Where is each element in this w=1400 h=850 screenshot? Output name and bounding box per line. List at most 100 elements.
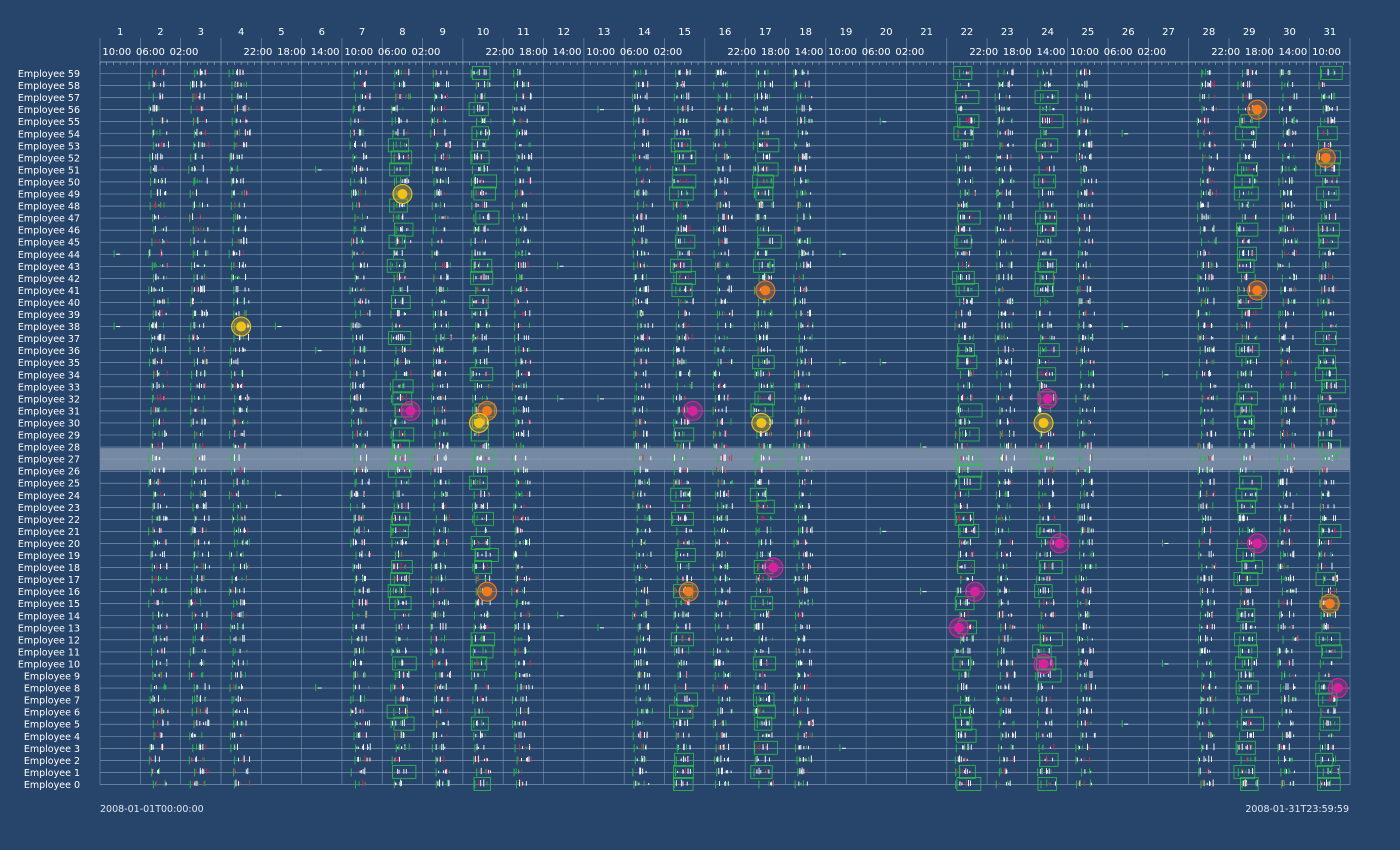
time-tick-label: 06:00 [1104, 47, 1133, 58]
day-label: 11 [517, 27, 530, 38]
day-label: 10 [477, 27, 490, 38]
employee-label: Employee 48 [18, 202, 80, 213]
time-tick-label: 14:00 [553, 47, 582, 58]
employee-label: Employee 43 [18, 262, 80, 273]
employee-label: Employee 6 [24, 708, 80, 719]
day-label: 25 [1082, 27, 1095, 38]
time-tick-label: 10:00 [102, 47, 131, 58]
time-tick-label: 14:00 [1037, 47, 1066, 58]
time-tick-label: 22:00 [485, 47, 514, 58]
employee-label: Employee 19 [18, 551, 80, 562]
employee-label: Employee 41 [18, 286, 80, 297]
employee-label: Employee 16 [18, 587, 80, 598]
time-tick-label: 22:00 [1211, 47, 1240, 58]
employee-label: Employee 53 [18, 141, 80, 152]
time-tick-label: 02:00 [170, 47, 199, 58]
employee-label: Employee 54 [18, 129, 80, 140]
employee-label: Employee 47 [18, 214, 80, 225]
employee-label: Employee 21 [18, 527, 80, 538]
employee-label: Employee 12 [18, 635, 80, 646]
employee-label: Employee 13 [18, 623, 80, 634]
day-label: 13 [598, 27, 611, 38]
employee-label: Employee 55 [18, 117, 80, 128]
employee-label: Employee 22 [18, 515, 80, 526]
time-tick-label: 06:00 [378, 47, 407, 58]
employee-label: Employee 50 [18, 177, 80, 188]
employee-label: Employee 25 [18, 479, 80, 490]
activity-layer [113, 68, 1339, 789]
time-tick-label: 02:00 [412, 47, 441, 58]
day-label: 21 [920, 27, 933, 38]
day-label: 16 [719, 27, 732, 38]
time-tick-label: 06:00 [862, 47, 891, 58]
day-label: 31 [1323, 27, 1336, 38]
time-tick-label: 18:00 [761, 47, 790, 58]
employee-label: Employee 7 [24, 696, 80, 707]
day-label: 1 [117, 27, 123, 38]
employee-label: Employee 27 [18, 455, 80, 466]
employee-label: Employee 36 [18, 346, 80, 357]
employee-label: Employee 51 [18, 165, 80, 176]
time-tick-label: 14:00 [1278, 47, 1307, 58]
employee-label: Employee 18 [18, 563, 80, 574]
employee-label: Employee 31 [18, 406, 80, 417]
employee-label: Employee 39 [18, 310, 80, 321]
employee-label: Employee 28 [18, 443, 80, 454]
employee-label: Employee 8 [24, 684, 80, 695]
time-tick-label: 22:00 [244, 47, 273, 58]
employee-label: Employee 9 [24, 672, 80, 683]
employee-label: Employee 32 [18, 394, 80, 405]
time-tick-label: 18:00 [519, 47, 548, 58]
employee-label: Employee 26 [18, 467, 80, 478]
employee-label: Employee 42 [18, 274, 80, 285]
time-tick-label: 10:00 [586, 47, 615, 58]
employee-label: Employee 33 [18, 382, 80, 393]
time-tick-label: 18:00 [277, 47, 306, 58]
day-label: 19 [840, 27, 853, 38]
employee-label: Employee 23 [18, 503, 80, 514]
day-label: 18 [799, 27, 812, 38]
day-label: 26 [1122, 27, 1135, 38]
day-label: 15 [678, 27, 691, 38]
employee-label: Employee 24 [18, 491, 80, 502]
time-tick-label: 10:00 [1312, 47, 1341, 58]
day-label: 29 [1243, 27, 1256, 38]
employee-label: Employee 10 [18, 659, 80, 670]
day-label: 24 [1041, 27, 1054, 38]
employee-label: Employee 35 [18, 358, 80, 369]
employee-label: Employee 40 [18, 298, 80, 309]
day-label: 6 [319, 27, 325, 38]
employee-label: Employee 46 [18, 226, 80, 237]
employee-label: Employee 29 [18, 431, 80, 442]
time-tick-label: 06:00 [136, 47, 165, 58]
employee-label: Employee 37 [18, 334, 80, 345]
time-tick-label: 10:00 [828, 47, 857, 58]
employee-label: Employee 58 [18, 81, 80, 92]
time-tick-label: 22:00 [969, 47, 998, 58]
time-tick-label: 14:00 [311, 47, 340, 58]
time-tick-label: 14:00 [795, 47, 824, 58]
employee-label: Employee 11 [18, 647, 80, 658]
employee-label: Employee 17 [18, 575, 80, 586]
time-tick-label: 02:00 [1137, 47, 1166, 58]
employee-label: Employee 34 [18, 370, 80, 381]
employee-label: Employee 45 [18, 238, 80, 249]
employee-label: Employee 56 [18, 105, 80, 116]
employee-label: Employee 44 [18, 250, 80, 261]
employee-label: Employee 38 [18, 322, 80, 333]
time-tick-label: 18:00 [1245, 47, 1274, 58]
employee-label: Employee 1 [24, 768, 80, 779]
employee-label: Employee 2 [24, 756, 80, 767]
day-label: 8 [399, 27, 405, 38]
employee-label: Employee 4 [24, 732, 80, 743]
time-tick-label: 18:00 [1003, 47, 1032, 58]
employee-label: Employee 52 [18, 153, 80, 164]
day-label: 14 [638, 27, 651, 38]
time-tick-label: 06:00 [620, 47, 649, 58]
day-label: 5 [278, 27, 284, 38]
employee-label: Employee 14 [18, 611, 80, 622]
employee-label: Employee 15 [18, 599, 80, 610]
day-label: 3 [198, 27, 204, 38]
time-tick-label: 02:00 [653, 47, 682, 58]
day-label: 7 [359, 27, 365, 38]
